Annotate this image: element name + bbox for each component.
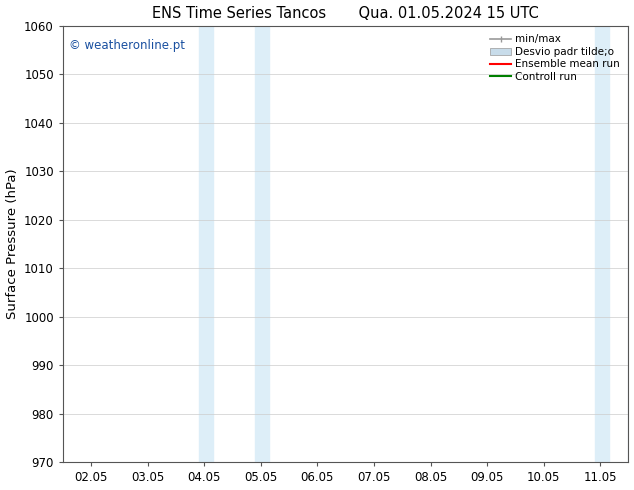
Text: © weatheronline.pt: © weatheronline.pt bbox=[68, 39, 184, 52]
Bar bbox=[255, 26, 269, 463]
Bar bbox=[198, 26, 213, 463]
Bar bbox=[595, 26, 609, 463]
Legend: min/max, Desvio padr tilde;o, Ensemble mean run, Controll run: min/max, Desvio padr tilde;o, Ensemble m… bbox=[488, 31, 623, 85]
Bar bbox=[628, 26, 634, 463]
Y-axis label: Surface Pressure (hPa): Surface Pressure (hPa) bbox=[6, 169, 18, 319]
Title: ENS Time Series Tancos       Qua. 01.05.2024 15 UTC: ENS Time Series Tancos Qua. 01.05.2024 1… bbox=[152, 5, 539, 21]
